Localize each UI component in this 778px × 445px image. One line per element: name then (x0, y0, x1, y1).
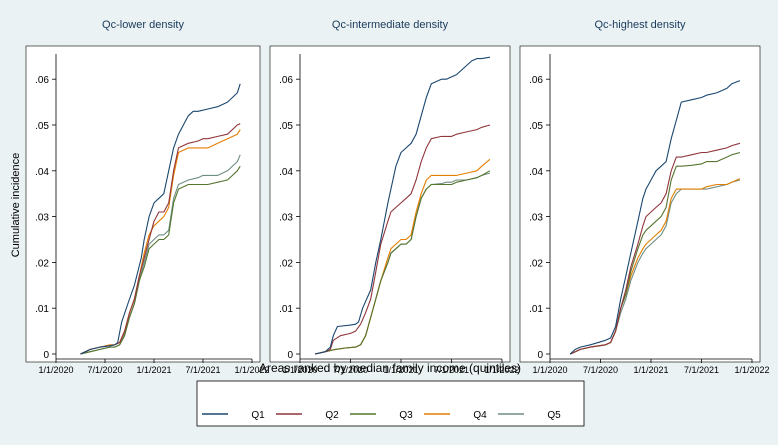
y-tick-label: 0 (287, 350, 293, 361)
y-tick-label: .06 (35, 75, 49, 86)
y-tick-label: .05 (279, 121, 293, 132)
series-line-q3 (80, 165, 241, 355)
y-tick-label: .06 (529, 75, 543, 86)
panel-qc-highest-density: Qc-highest density 0 .01 .02 .03 .04 .05 .06 1/… (519, 19, 770, 375)
legend-box (196, 380, 585, 427)
series-line-q2 (569, 142, 741, 355)
y-axis-label: Cumulative incidence (10, 153, 22, 258)
y-tick-label: .02 (529, 258, 543, 269)
x-tick-label: 1/1/2021 (633, 365, 668, 375)
legend-label-q1: Q1 (251, 410, 265, 421)
x-tick-label: 1/1/2022 (234, 365, 269, 375)
panel-title: Qc-lower density (102, 19, 184, 31)
plot-area (269, 45, 511, 363)
x-tick-label: 7/1/2020 (583, 365, 618, 375)
y-tick-label: 0 (537, 350, 543, 361)
y-tick-label: .04 (35, 167, 49, 178)
y-tick-label: .05 (529, 121, 543, 132)
y-tick-label: .01 (529, 304, 543, 315)
x-tick-label: 7/1/2021 (684, 365, 719, 375)
panel-title: Qc-highest density (594, 19, 686, 31)
y-tick-label: .06 (279, 75, 293, 86)
legend-label-q3: Q3 (399, 410, 413, 421)
legend-label-q5: Q5 (547, 410, 561, 421)
x-tick-label: 1/1/2022 (484, 365, 519, 375)
y-tick-label: .04 (529, 167, 543, 178)
plot-area (519, 45, 761, 363)
y-tick-label: 0 (43, 350, 49, 361)
y-tick-label: .03 (279, 213, 293, 224)
y-tick-label: .01 (35, 304, 49, 315)
x-tick-label: 1/1/2022 (734, 365, 769, 375)
y-tick-label: .03 (35, 213, 49, 224)
y-tick-label: .01 (279, 304, 293, 315)
series-line-q2 (314, 124, 491, 355)
legend: Areas ranked by median family income (qu… (196, 361, 585, 427)
y-tick-label: .04 (279, 167, 293, 178)
x-tick-label: 1/1/2021 (383, 365, 418, 375)
legend-label-q4: Q4 (473, 410, 487, 421)
plot-area (25, 45, 261, 363)
x-tick-label: 1/1/2020 (282, 365, 317, 375)
y-tick-label: .05 (35, 121, 49, 132)
y-tick-label: .02 (279, 258, 293, 269)
x-tick-label: 1/1/2021 (136, 365, 171, 375)
series-line-q1 (569, 80, 741, 355)
panel-title: Qc-intermediate density (332, 19, 449, 31)
x-tick-label: 1/1/2020 (532, 365, 567, 375)
x-tick-label: 7/1/2020 (87, 365, 122, 375)
series-line-q1 (314, 56, 490, 355)
series-line-q3 (314, 170, 491, 355)
legend-label-q2: Q2 (325, 410, 339, 421)
legend-title: Areas ranked by median family income (qu… (259, 361, 521, 375)
y-tick-label: .02 (35, 258, 49, 269)
x-tick-label: 7/1/2021 (434, 365, 469, 375)
panel-qc-intermediate-density: Qc-intermediate density 0 .01 .02 .03 .04 .05… (269, 19, 520, 375)
series-line-q1 (80, 83, 241, 355)
panel-qc-lower-density: Qc-lower density 0 .01 .02 .03 .04 .05 .06 1/1/… (25, 19, 270, 375)
x-tick-label: 7/1/2021 (185, 365, 220, 375)
x-tick-label: 7/1/2020 (333, 365, 368, 375)
y-tick-label: .03 (529, 213, 543, 224)
x-tick-label: 1/1/2020 (38, 365, 73, 375)
